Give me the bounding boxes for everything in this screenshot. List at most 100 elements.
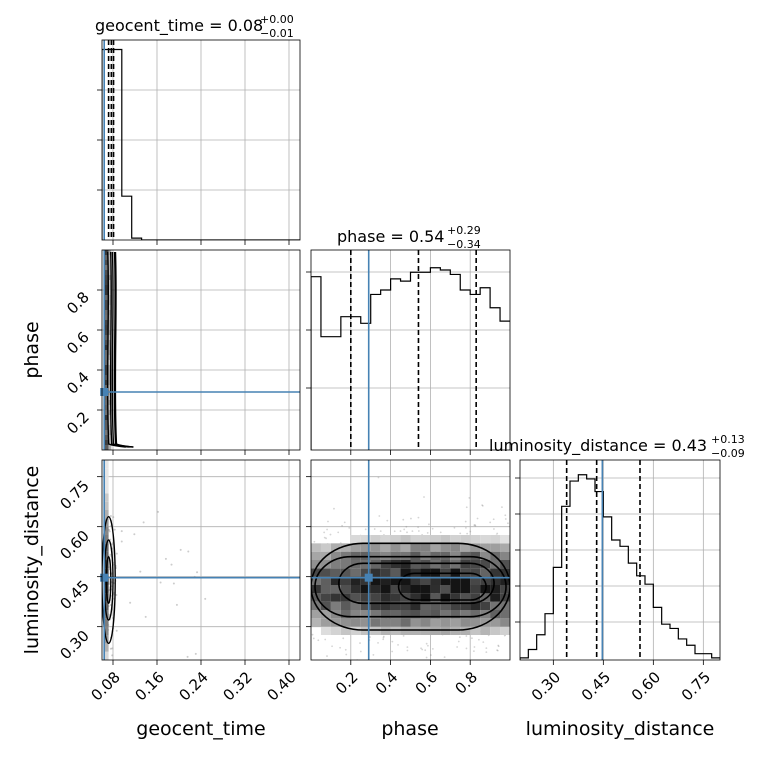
x-tick-label-luminosity-distance-0: 0.30 — [528, 668, 564, 704]
scatter-point-p21-773 — [474, 524, 476, 526]
density-cell-p21-52 — [350, 551, 361, 560]
scatter-point-p21-231 — [482, 641, 485, 644]
density-cell-p10-b-18 — [108, 355, 112, 360]
x-tick-label-phase-2: 0.6 — [412, 668, 442, 698]
y-tick-label-luminosity-distance-0: 0.30 — [56, 627, 92, 663]
density-cell-p21-210 — [480, 535, 491, 544]
density-cell-p21-103 — [400, 626, 411, 635]
density-cell-p21-151 — [440, 626, 451, 635]
density-cell-p21-108 — [400, 585, 411, 594]
density-cell-p21-161 — [440, 543, 451, 552]
density-cell-p10-b-1 — [108, 440, 112, 445]
scatter-point-p21-90 — [485, 651, 488, 653]
density-cell-p20-15 — [103, 526, 109, 535]
panel-frame-p21 — [310, 459, 511, 661]
density-cell-p21-115 — [410, 626, 421, 635]
scatter-point-p21-592 — [382, 635, 385, 638]
density-cell-p21-185 — [460, 543, 471, 552]
density-cell-p21-184 — [460, 551, 471, 560]
density-cell-p21-116 — [410, 618, 421, 627]
title-geocent-time-minus: −0.01 — [260, 27, 294, 40]
scatter-point-p20-92 — [108, 578, 111, 581]
scatter-point-p21-531 — [473, 646, 476, 648]
density-cell-p21-124 — [410, 551, 421, 560]
x-tick-label-geocent-time-1: 0.16 — [131, 668, 167, 704]
density-cell-p21-211 — [490, 626, 501, 635]
scatter-point-p21-687 — [472, 650, 475, 653]
density-cell-p21-109 — [400, 576, 411, 585]
density-cell-p21-1 — [311, 610, 321, 619]
density-cell-p10-1 — [103, 440, 109, 445]
density-cell-p21-28 — [330, 568, 341, 577]
density-cell-p10-b-4 — [108, 425, 112, 430]
density-cell-p10-38 — [103, 255, 109, 260]
density-cell-p21-132 — [420, 585, 431, 594]
density-cell-p21-158 — [440, 568, 451, 577]
density-cell-p21-58 — [360, 601, 371, 610]
gridlines-p22 — [520, 460, 720, 660]
density-cell-p21-192 — [470, 585, 481, 594]
density-cell-p10-0 — [103, 445, 109, 450]
density-cell-p20-11 — [103, 560, 109, 569]
density-cell-p21-25 — [330, 593, 341, 602]
scatter-point-p20-82 — [113, 528, 116, 531]
density-cell-p21-152 — [440, 618, 451, 627]
density-cell-p21-196 — [470, 551, 481, 560]
scatter-point-p20-1 — [109, 603, 112, 606]
scatter-point-p21-465 — [417, 530, 420, 532]
x-tick-label-geocent-time-2: 0.24 — [175, 668, 211, 704]
scatter-point-p21-230 — [342, 637, 345, 640]
density-cell-p21-200 — [480, 618, 491, 627]
y-axis-label-luminosity-distance: luminosity_distance — [21, 466, 43, 655]
density-cell-p21-128 — [420, 618, 431, 627]
density-cell-p10-b-34 — [108, 275, 112, 280]
scatter-point-p21-472 — [386, 519, 389, 522]
scatter-point-p21-102 — [329, 533, 332, 536]
scatter-point-p20-15 — [120, 530, 123, 533]
density-cell-p21-73 — [370, 576, 381, 585]
scatter-point-p21-630 — [317, 639, 320, 642]
scatter-point-p21-879 — [471, 637, 473, 640]
density-cell-p10-19 — [103, 350, 109, 355]
title-geocent-time: geocent_time = 0.08 — [95, 16, 263, 36]
density-cell-p21-186 — [460, 535, 471, 544]
x-axis-label-luminosity-distance: luminosity_distance — [526, 718, 715, 740]
density-cell-p21-69 — [370, 610, 381, 619]
density-cell-p21-81 — [380, 610, 391, 619]
density-cell-p20-19 — [103, 493, 109, 502]
scatter-point-p21-438 — [423, 496, 425, 498]
density-cell-p21-91 — [390, 626, 401, 635]
density-cell-p21-83 — [380, 593, 391, 602]
scatter-point-p21-728 — [403, 528, 406, 531]
scatter-point-p21-88 — [344, 648, 347, 651]
density-cell-p21-82 — [380, 601, 391, 610]
contour-p20-2 — [102, 515, 116, 645]
scatter-point-p21-817 — [489, 521, 492, 524]
density-cell-p21-70 — [370, 601, 381, 610]
density-cell-p21-141 — [430, 610, 441, 619]
scatter-point-p20-132 — [164, 557, 167, 560]
density-cell-p21-44 — [350, 618, 361, 627]
density-cell-p21-71 — [370, 593, 381, 602]
scatter-point-p21-546 — [496, 532, 499, 535]
scatter-point-p21-198 — [323, 536, 326, 539]
density-cell-p10-b-2 — [108, 435, 112, 440]
density-cell-p10-13 — [103, 380, 109, 385]
density-cell-p21-98 — [390, 568, 401, 577]
density-panel-phase-vs-luminosity-distance — [306, 459, 511, 665]
scatter-point-p21-201 — [372, 653, 375, 656]
contour-p21-2 — [338, 562, 495, 605]
scatter-point-p21-1 — [458, 636, 461, 639]
density-cell-p10-12 — [103, 385, 109, 390]
density-cell-p21-47 — [350, 593, 361, 602]
density-cell-p21-232 — [500, 551, 510, 560]
x-tick-label-geocent-time-4: 0.40 — [263, 668, 299, 704]
density-cell-p21-149 — [430, 543, 441, 552]
density-cell-p21-6 — [311, 568, 321, 577]
scatter-point-p21-645 — [426, 532, 429, 534]
density-cell-p10-27 — [103, 310, 109, 315]
density-cell-p21-34 — [340, 610, 351, 619]
scatter-point-p21-347 — [465, 635, 468, 637]
density-cell-p20-18 — [103, 501, 109, 510]
scatter-point-p20-30 — [109, 553, 112, 556]
